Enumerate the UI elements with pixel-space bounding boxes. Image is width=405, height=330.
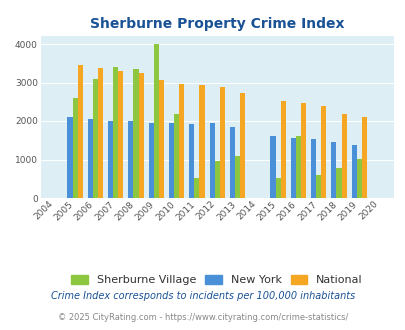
- Bar: [133, 69, 138, 198]
- Bar: [270, 136, 275, 198]
- Bar: [239, 92, 245, 198]
- Bar: [341, 114, 346, 198]
- Bar: [234, 156, 239, 198]
- Bar: [168, 123, 174, 198]
- Bar: [194, 178, 199, 198]
- Bar: [275, 178, 280, 198]
- Bar: [280, 101, 285, 198]
- Text: © 2025 CityRating.com - https://www.cityrating.com/crime-statistics/: © 2025 CityRating.com - https://www.city…: [58, 313, 347, 322]
- Bar: [356, 159, 361, 198]
- Title: Sherburne Property Crime Index: Sherburne Property Crime Index: [90, 17, 343, 31]
- Bar: [189, 124, 194, 198]
- Bar: [219, 87, 224, 198]
- Bar: [330, 142, 336, 198]
- Bar: [67, 117, 72, 198]
- Bar: [113, 67, 118, 198]
- Bar: [214, 161, 219, 198]
- Bar: [336, 168, 341, 198]
- Bar: [229, 127, 234, 198]
- Bar: [320, 106, 326, 198]
- Bar: [118, 71, 123, 198]
- Bar: [179, 84, 184, 198]
- Bar: [295, 136, 300, 198]
- Bar: [148, 123, 153, 198]
- Bar: [153, 44, 158, 198]
- Bar: [290, 138, 295, 198]
- Bar: [93, 79, 98, 198]
- Bar: [361, 117, 366, 198]
- Text: Crime Index corresponds to incidents per 100,000 inhabitants: Crime Index corresponds to incidents per…: [51, 291, 354, 301]
- Bar: [87, 119, 93, 198]
- Bar: [199, 85, 204, 198]
- Bar: [174, 114, 179, 198]
- Bar: [77, 65, 83, 198]
- Bar: [300, 103, 305, 198]
- Bar: [310, 139, 315, 198]
- Bar: [158, 80, 164, 198]
- Bar: [138, 73, 143, 198]
- Bar: [108, 121, 113, 198]
- Bar: [98, 68, 103, 198]
- Bar: [128, 121, 133, 198]
- Bar: [72, 98, 77, 198]
- Bar: [351, 145, 356, 198]
- Bar: [315, 175, 320, 198]
- Legend: Sherburne Village, New York, National: Sherburne Village, New York, National: [68, 272, 365, 288]
- Bar: [209, 122, 214, 198]
